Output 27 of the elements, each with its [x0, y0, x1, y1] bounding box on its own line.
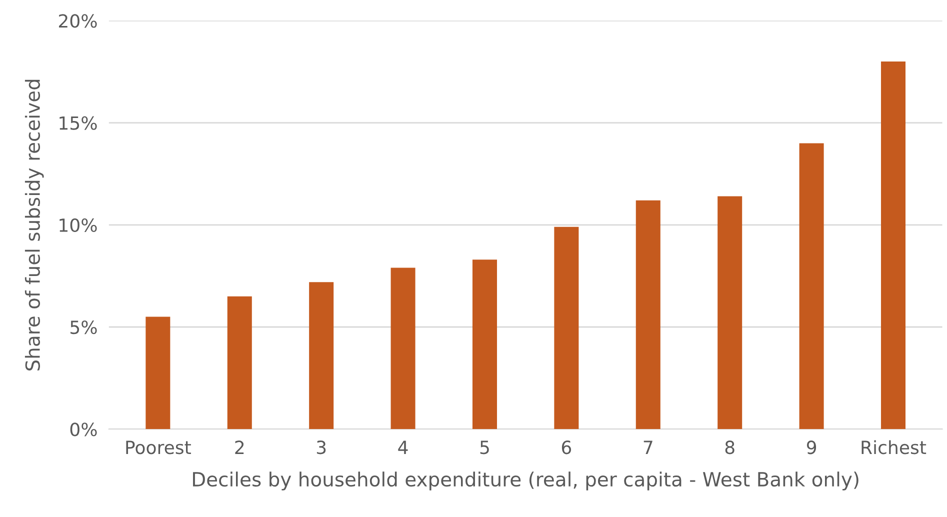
x-tick-label: 3: [316, 440, 326, 454]
x-tick-label: 8: [725, 440, 734, 454]
bar: [472, 260, 497, 430]
x-tick-label: 9: [806, 440, 816, 454]
bar: [799, 143, 824, 430]
x-tick-label: 2: [235, 440, 244, 454]
x-tick-label: 4: [398, 440, 408, 454]
x-axis-title: Deciles by household expenditure (real, per capita - West Bank only): [193, 472, 858, 490]
bar: [554, 226, 579, 430]
bar: [636, 200, 660, 430]
bar: [227, 296, 252, 430]
bar: [718, 196, 742, 430]
x-tick-label: Poorest: [126, 440, 191, 454]
x-tick-label: 7: [644, 440, 652, 454]
y-tick-label: 5%: [70, 320, 97, 334]
y-tick-label: 10%: [60, 218, 97, 232]
x-tick-label: 6: [562, 440, 572, 454]
bar: [880, 62, 906, 430]
bar: [309, 282, 334, 430]
y-axis-title: Share of fuel subsidy received: [24, 80, 44, 370]
bar: [146, 316, 170, 430]
y-tick-label: 15%: [60, 116, 97, 130]
x-tick-label: Richest: [862, 440, 926, 454]
x-tick-label: 5: [480, 440, 489, 454]
y-tick-label: 20%: [58, 14, 97, 28]
y-tick-label: 0%: [70, 422, 97, 436]
bar: [390, 268, 416, 430]
